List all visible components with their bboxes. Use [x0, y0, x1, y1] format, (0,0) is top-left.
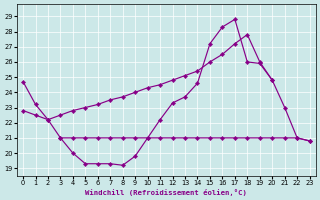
X-axis label: Windchill (Refroidissement éolien,°C): Windchill (Refroidissement éolien,°C) — [85, 189, 247, 196]
